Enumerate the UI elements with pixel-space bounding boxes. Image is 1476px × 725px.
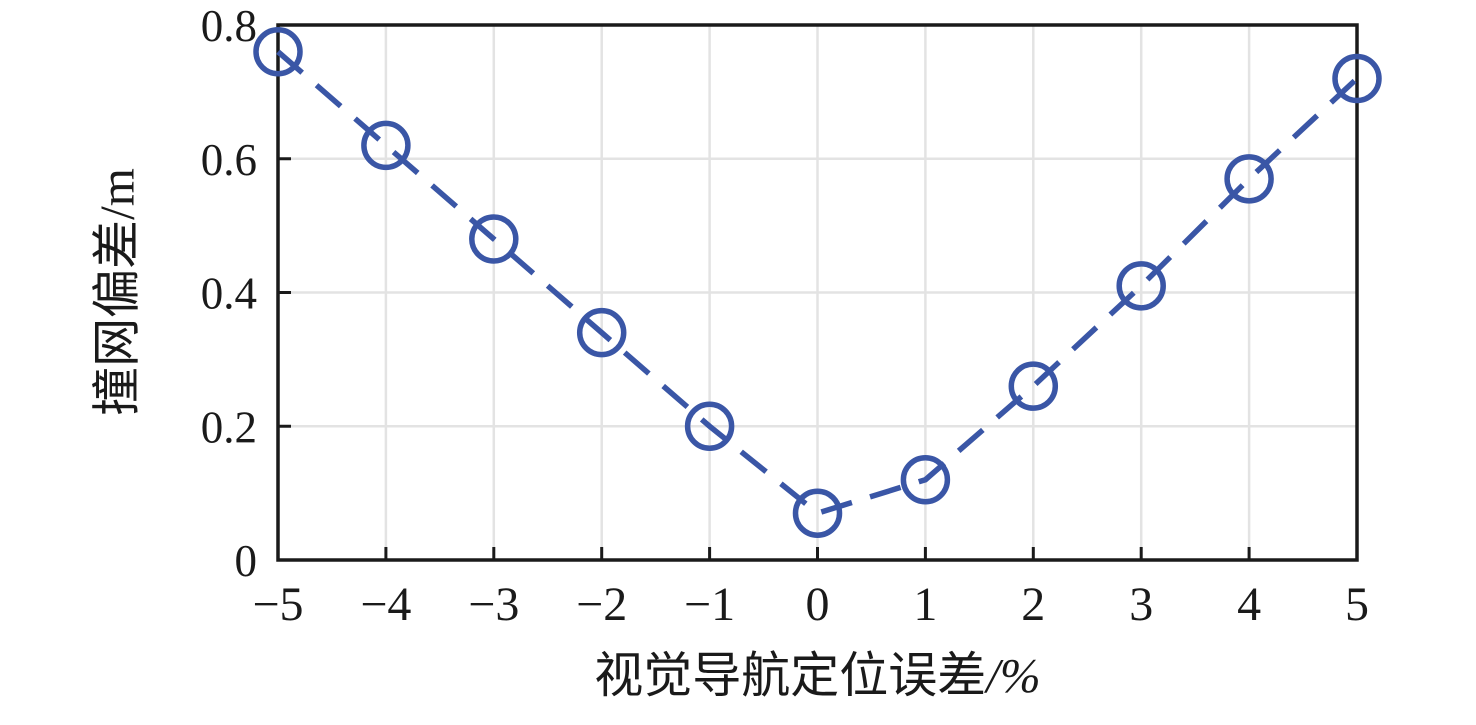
data-point-marker	[1224, 154, 1274, 204]
x-axis-label: 视觉导航定位误差/%	[278, 636, 1357, 707]
data-point-marker	[792, 488, 843, 538]
x-tick-label: 5	[1345, 578, 1369, 631]
data-point-marker	[361, 120, 411, 171]
data-point-marker	[900, 455, 951, 505]
data-point-marker	[684, 401, 735, 451]
x-tick-label: 4	[1237, 578, 1261, 631]
data-point-marker	[1116, 261, 1166, 311]
y-tick-label: 0.2	[201, 402, 257, 452]
data-point-marker	[1008, 361, 1059, 411]
x-tick-label: 1	[913, 578, 937, 631]
y-axis-label-text: 撞网偏差	[89, 219, 145, 416]
x-tick-label: −3	[468, 578, 519, 631]
x-tick-label: 2	[1021, 578, 1045, 631]
y-tick-label: 0.8	[201, 1, 257, 51]
x-axis-label-text: 视觉导航定位误差	[594, 648, 987, 703]
x-tick-label: −2	[576, 578, 627, 631]
y-axis-label-unit: /m	[89, 168, 145, 220]
x-tick-label: 3	[1129, 578, 1153, 631]
y-axis-label-inner: 撞网偏差/m	[78, 168, 149, 416]
x-tick-label: 0	[806, 578, 830, 631]
y-tick-label: 0	[235, 536, 258, 586]
data-point-marker	[1332, 53, 1382, 104]
data-point-marker	[576, 307, 627, 358]
y-tick-label: 0.6	[201, 135, 257, 185]
x-tick-label: −5	[252, 578, 303, 631]
x-tick-label: −4	[360, 578, 411, 631]
data-point-marker	[253, 27, 303, 77]
data-point-marker	[469, 214, 519, 264]
x-tick-label: −1	[684, 578, 735, 631]
y-tick-label: 0.4	[201, 269, 257, 319]
x-axis-label-unit: /%	[986, 648, 1041, 703]
